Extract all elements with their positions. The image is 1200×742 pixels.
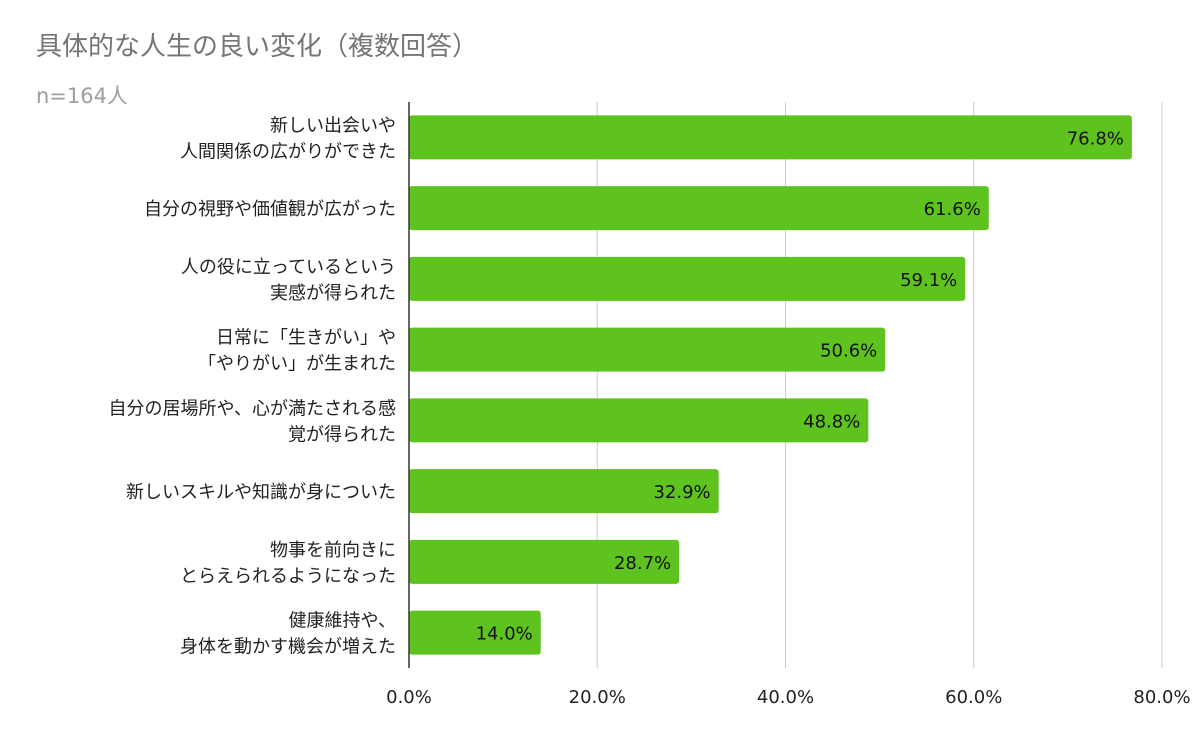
data-label: 32.9% — [653, 482, 710, 503]
data-label: 61.6% — [924, 199, 981, 220]
category-labels: 新しい出会いや人間関係の広がりができた自分の視野や価値観が広がった人の役に立って… — [109, 115, 396, 657]
category-label: 新しいスキルや知識が身についた — [126, 482, 396, 503]
bar — [409, 610, 541, 655]
category-label: 健康維持や、身体を動かす機会が増えた — [180, 611, 396, 658]
chart-subtitle: n=164人 — [36, 84, 128, 108]
x-tick-labels: 0.0% 20.0% 40.0% 60.0% 80.0% — [386, 687, 1190, 708]
bar — [409, 469, 719, 514]
x-tick-label: 20.0% — [569, 687, 626, 708]
data-label: 48.8% — [803, 411, 860, 432]
x-tick-label: 0.0% — [386, 687, 432, 708]
chart-title: 具体的な人生の良い変化（複数回答） — [36, 32, 479, 62]
bars: 76.8% 61.6% 59.1% 50.6% 48.8% 32.9% 28.7% 14.0% — [409, 115, 1132, 655]
bar — [409, 186, 989, 231]
bar — [409, 115, 1132, 160]
category-label: 物事を前向きにとらえられるようになった — [180, 540, 396, 587]
category-label: 自分の居場所や、心が満たされる感覚が得られた — [109, 398, 396, 445]
data-label: 50.6% — [820, 341, 877, 362]
bar — [409, 256, 966, 301]
data-label: 59.1% — [900, 270, 957, 291]
bar — [409, 398, 869, 443]
category-label: 人の役に立っているという実感が得られた — [181, 257, 396, 304]
data-label: 14.0% — [476, 624, 533, 645]
data-label: 76.8% — [1067, 128, 1124, 149]
category-label: 日常に「生きがい」や「やりがい」が生まれた — [198, 328, 396, 375]
x-tick-label: 80.0% — [1133, 687, 1190, 708]
x-tick-label: 40.0% — [757, 687, 814, 708]
data-label: 28.7% — [614, 553, 671, 574]
category-label: 自分の視野や価値観が広がった — [144, 199, 396, 220]
bar — [409, 327, 886, 372]
bar — [409, 539, 680, 584]
category-label: 新しい出会いや人間関係の広がりができた — [180, 115, 396, 162]
x-tick-label: 60.0% — [945, 687, 1002, 708]
